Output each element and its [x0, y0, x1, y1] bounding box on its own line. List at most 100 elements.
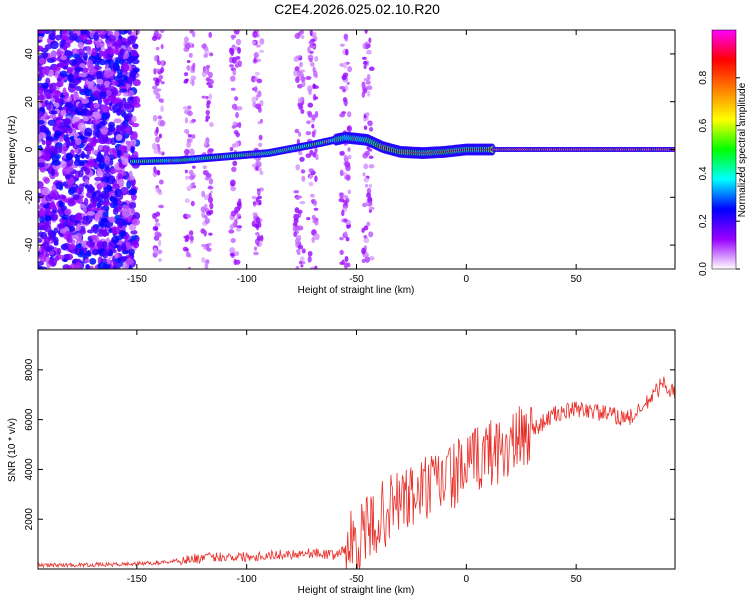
spectrogram-noise-cell — [125, 82, 131, 89]
spectrogram-noise-cell — [339, 192, 344, 199]
spectrogram-noise-cell — [363, 163, 369, 170]
spectrogram-noise-cell — [121, 209, 131, 218]
spectrogram-noise-cell — [155, 92, 161, 100]
spectrogram-noise-cell — [59, 160, 67, 169]
spectrogram-noise-cell — [202, 169, 209, 176]
spectrogram-noise-cell — [38, 253, 48, 263]
spectrogram-noise-cell — [236, 225, 243, 229]
spectrogram-noise-cell — [78, 160, 85, 167]
spectrogram-noise-cell — [365, 112, 370, 117]
spectrogram-noise-cell — [297, 83, 303, 89]
spectrogram-noise-cell — [106, 257, 111, 265]
spectrogram-noise-cell — [88, 202, 98, 208]
spectrogram-noise-cell — [361, 258, 366, 264]
spectrogram-noise-cell — [78, 169, 84, 178]
spectrogram-noise-cell — [186, 138, 192, 143]
spectrogram-noise-cell — [38, 30, 47, 34]
spectrogram-noise-cell — [64, 101, 73, 109]
spectrogram-noise-cell — [100, 164, 105, 170]
spectrogram-noise-cell — [71, 53, 80, 59]
spectrogram-noise-cell — [204, 141, 208, 147]
spectrogram-noise-cell — [367, 121, 373, 127]
spectrogram-noise-cell — [160, 66, 165, 73]
spectrogram-noise-cell — [99, 91, 107, 99]
spectrogram-noise-cell — [292, 222, 298, 227]
spectrogram-noise-cell — [185, 130, 190, 135]
x-tick-label: 50 — [571, 574, 583, 585]
spectrogram-noise-cell — [38, 119, 45, 125]
spectrogram-noise-cell — [55, 81, 64, 88]
spectrogram-noise-cell — [206, 210, 212, 216]
spectrogram-noise-cell — [301, 248, 306, 254]
spectrogram-noise-cell — [77, 102, 83, 112]
spectrogram-noise-cell — [339, 151, 345, 156]
spectrogram-noise-cell — [191, 118, 197, 123]
spectrogram-noise-cell — [156, 68, 160, 72]
spectrogram-noise-cell — [297, 244, 304, 250]
spectrogram-noise-cell — [188, 52, 193, 58]
spectrogram-noise-cell — [56, 247, 62, 255]
spectrogram-noise-cell — [43, 177, 50, 184]
spectrogram-noise-cell — [296, 71, 303, 78]
y-tick-label: 20 — [24, 96, 35, 108]
spectrogram-noise-cell — [68, 197, 75, 205]
spectrogram-noise-cell — [188, 230, 194, 236]
spectrogram-noise-cell — [153, 55, 158, 62]
y-tick-label: -20 — [24, 190, 35, 205]
spectrogram-noise-cell — [154, 231, 161, 237]
spectrogram-noise-cell — [125, 126, 131, 135]
spectrogram-noise-cell — [368, 37, 372, 44]
spectrogram-noise-cell — [116, 244, 122, 253]
spectrogram-noise-cell — [106, 175, 116, 185]
spectrogram-noise-cell — [361, 247, 366, 255]
spectrogram-noise-cell — [201, 244, 206, 248]
spectrogram-noise-cell — [191, 79, 195, 87]
spectrogram-noise-cell — [38, 57, 45, 65]
spectrogram-noise-cell — [235, 38, 242, 46]
spectrogram-noise-cell — [152, 251, 158, 258]
spectrogram-noise-cell — [68, 127, 73, 134]
spectrogram-noise-cell — [314, 96, 319, 100]
spectrogram-noise-cell — [294, 76, 300, 84]
spectrogram-noise-cell — [235, 56, 241, 60]
spectrogram-noise-cell — [203, 214, 208, 219]
spectrogram-noise-cell — [103, 80, 111, 86]
spectrogram-noise-cell — [130, 235, 137, 241]
spectrogram-noise-cell — [363, 237, 370, 244]
spectrogram-noise-cell — [90, 226, 98, 231]
spectrogram-noise-cell — [55, 50, 65, 56]
spectrogram-noise-cell — [114, 118, 122, 123]
spectrogram-noise-cell — [343, 218, 348, 223]
spectrogram-noise-cell — [305, 75, 312, 81]
spectrogram-noise-cell — [259, 49, 265, 53]
colorbar-tick-label: 0.4 — [698, 166, 709, 180]
spectrogram-noise-cell — [362, 172, 366, 177]
spectrogram-noise-cell — [312, 83, 316, 89]
spectrogram-noise-cell — [296, 248, 301, 254]
spectrogram-noise-cell — [105, 89, 112, 97]
spectrogram-y-label: Frequency (Hz) — [7, 116, 18, 185]
spectrogram-noise-cell — [108, 249, 114, 257]
spectrogram-noise-cell — [338, 198, 345, 203]
spectrogram-noise-cell — [95, 40, 101, 49]
figure-title: C2E4.2026.025.02.10.R20 — [274, 1, 440, 17]
spectrogram-noise-cell — [90, 234, 98, 240]
spectrogram-noise-cell — [186, 141, 192, 148]
spectrogram-noise-cell — [61, 214, 69, 221]
colorbar-label: Normalized spectral amplitude — [737, 82, 748, 217]
spectrogram-noise-cell — [53, 227, 59, 234]
spectrogram-noise-cell — [127, 30, 132, 35]
spectrogram-noise-cell — [237, 47, 241, 54]
spectrogram-noise-cell — [60, 195, 67, 200]
spectrogram-image — [38, 30, 675, 269]
y-tick-label: 8000 — [24, 358, 35, 381]
spectrogram-noise-cell — [308, 58, 313, 63]
spectrogram-noise-cell — [366, 221, 371, 227]
spectrogram-noise-cell — [182, 246, 189, 252]
spectrogram-noise-cell — [121, 242, 127, 251]
spectrogram-noise-cell — [342, 195, 349, 199]
spectrogram-noise-cell — [366, 85, 373, 91]
spectrogram-noise-cell — [131, 115, 137, 123]
spectrogram-noise-cell — [300, 264, 304, 268]
spectrogram-noise-cell — [292, 225, 298, 232]
